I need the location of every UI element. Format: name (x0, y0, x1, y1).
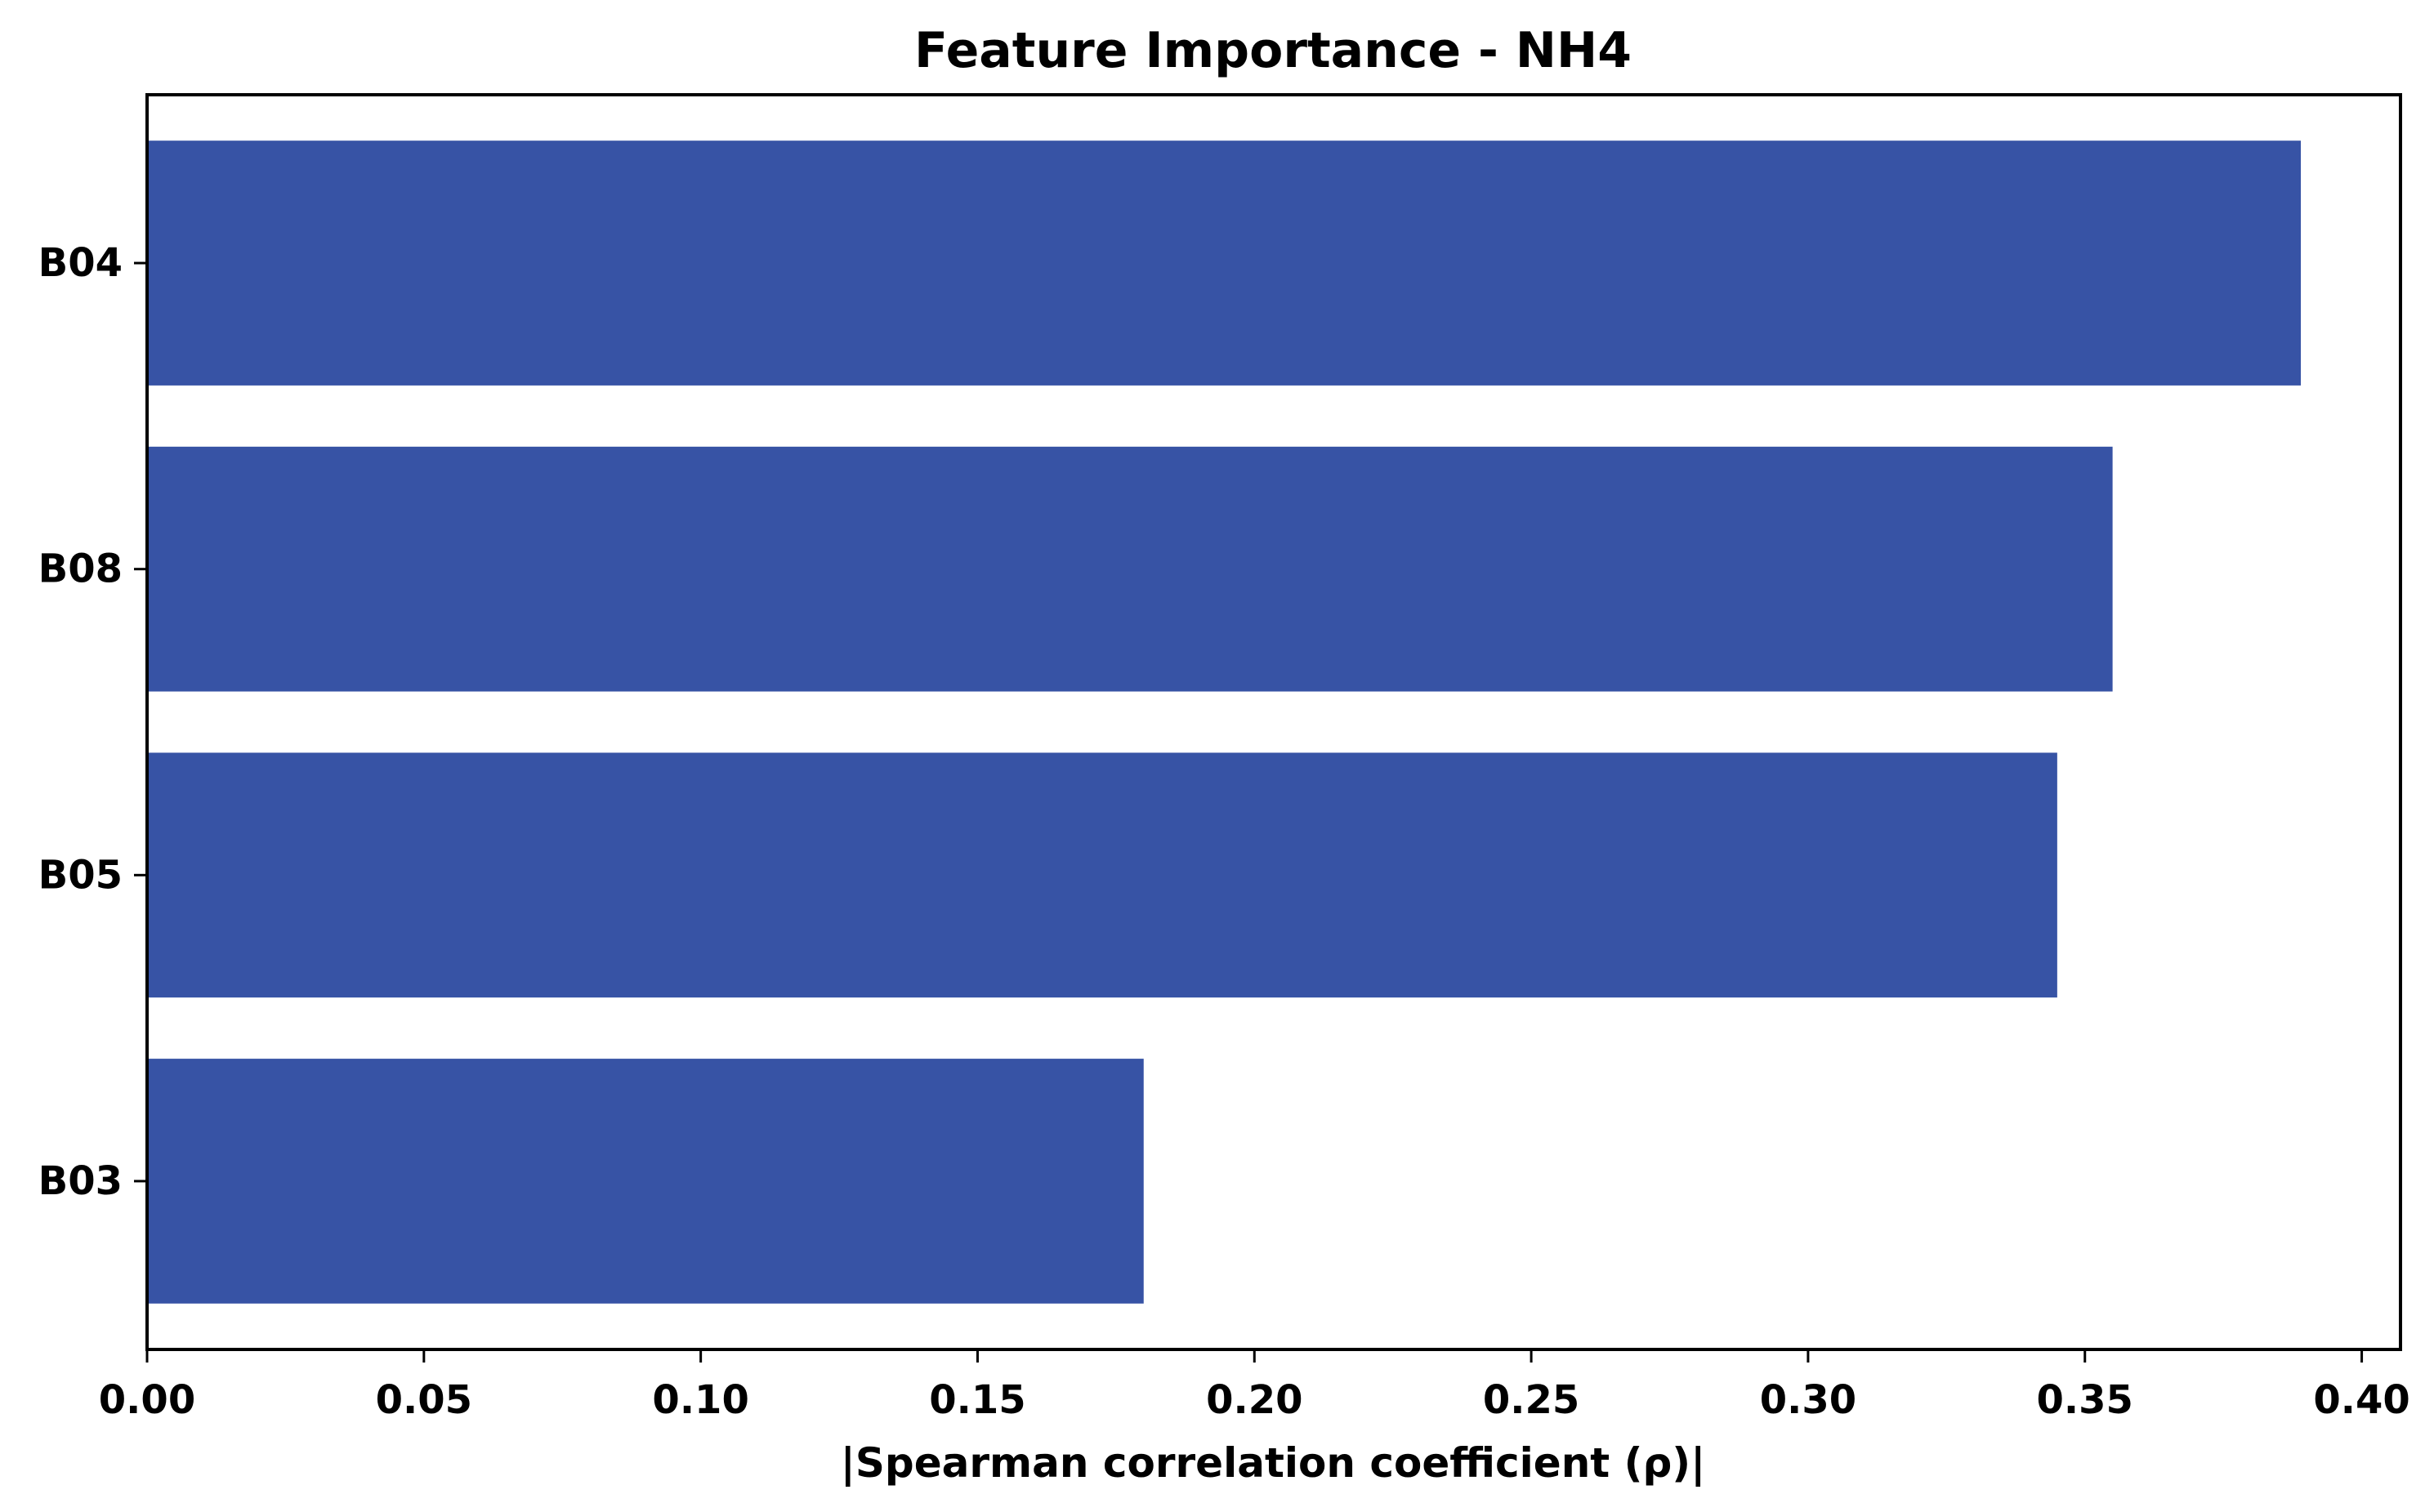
x-tick-label: 0.30 (1760, 1377, 1856, 1423)
y-tick-label: B08 (38, 546, 123, 592)
x-tick-label: 0.05 (376, 1377, 472, 1423)
plot-frame (145, 93, 2402, 1351)
y-axis: B04 B08 B05 B03 (38, 240, 147, 1204)
y-tick-label: B05 (38, 852, 123, 898)
y-tick-label: B04 (38, 240, 123, 286)
x-tick-label: 0.20 (1206, 1377, 1302, 1423)
x-tick-label: 0.15 (929, 1377, 1025, 1423)
chart-title: Feature Importance - NH4 (914, 22, 1632, 79)
y-tick-label: B03 (38, 1158, 123, 1204)
x-axis: 0.00 0.05 0.10 0.15 0.20 0.25 0.30 0.35 0.40 (99, 1349, 2410, 1423)
x-tick-label: 0.35 (2037, 1377, 2133, 1423)
bars-layer (147, 140, 2302, 1304)
x-tick-label: 0.00 (99, 1377, 195, 1423)
bar-b03 (147, 1059, 1144, 1304)
bar-b04 (147, 140, 2302, 386)
bar-b05 (147, 752, 2057, 998)
x-axis-label: |Spearman correlation coefficient (ρ)| (841, 1439, 1706, 1487)
x-tick-label: 0.10 (652, 1377, 748, 1423)
x-tick-label: 0.25 (1483, 1377, 1579, 1423)
bar-b08 (147, 446, 2113, 692)
x-tick-label: 0.40 (2313, 1377, 2409, 1423)
